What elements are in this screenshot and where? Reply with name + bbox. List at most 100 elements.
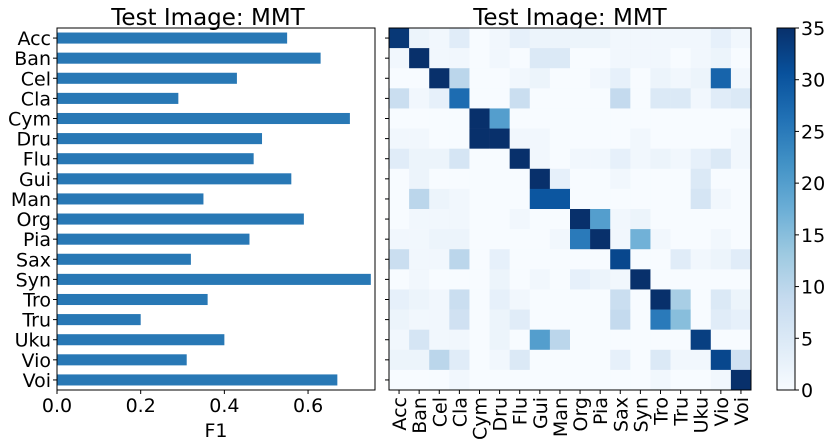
- heatmap-cell: [469, 108, 490, 129]
- heatmap-cell: [570, 108, 591, 129]
- heatmap-cell: [670, 68, 691, 89]
- heatmap-cell: [389, 349, 410, 371]
- heatmap-cell: [429, 108, 450, 129]
- heatmap-cell: [730, 289, 752, 310]
- bar-voi: [57, 374, 338, 386]
- heatmap-cell: [489, 329, 510, 351]
- heatmap-cell: [650, 168, 671, 190]
- colorbar-tick-label: 30: [801, 70, 825, 92]
- heatmap-cell: [570, 329, 591, 351]
- heatmap-cell: [469, 309, 490, 330]
- heatmap-cell: [429, 329, 450, 351]
- colorbar: 0 5 10 15 20 25 30 35: [776, 18, 825, 402]
- heatmap-cell: [509, 88, 531, 109]
- heatmap-cell: [590, 68, 611, 89]
- heatmap-cell: [529, 28, 551, 49]
- heatmap-cell: [509, 48, 531, 69]
- heatmap-cell: [610, 229, 631, 250]
- heatmap-cell: [529, 68, 551, 89]
- heatmap-cell: [389, 229, 410, 250]
- heatmap-cell: [449, 68, 470, 89]
- heatmap-cell: [409, 108, 430, 129]
- heatmap-cell: [429, 309, 450, 330]
- bar-cel: [57, 72, 237, 84]
- heatmap-cell: [570, 168, 591, 190]
- heatmap-cell: [489, 309, 510, 330]
- heatmap-cell: [730, 369, 752, 391]
- heatmap-cell: [409, 88, 430, 109]
- heatmap-cell: [409, 188, 430, 210]
- heatmap-cell: [630, 108, 651, 129]
- heatmap-cell: [590, 128, 611, 149]
- heatmap-x-tick-label: Cym: [470, 397, 492, 440]
- heatmap-cell: [529, 209, 551, 230]
- bar-ban: [57, 52, 321, 64]
- heatmap-cell: [670, 88, 691, 109]
- heatmap-cell: [570, 48, 591, 69]
- heatmap-cell: [730, 68, 752, 89]
- colorbar-tick-label: 5: [801, 328, 813, 350]
- heatmap-cell: [409, 128, 430, 149]
- heatmap-cell: [409, 28, 430, 49]
- heatmap-cell: [549, 329, 571, 351]
- heatmap-cell: [710, 269, 732, 290]
- heatmap-cell: [509, 329, 531, 351]
- heatmap-cell: [690, 209, 712, 230]
- bar-y-tick-label: Voi: [23, 370, 51, 392]
- heatmap-cell: [509, 249, 531, 270]
- heatmap-x-tick-label: Org: [570, 397, 592, 432]
- heatmap-cell: [549, 168, 571, 190]
- heatmap-cell: [630, 28, 651, 49]
- heatmap-cell: [549, 369, 571, 391]
- heatmap-cell: [670, 249, 691, 270]
- heatmap-cell: [690, 108, 712, 129]
- bar-sax: [57, 253, 191, 265]
- heatmap-cell: [730, 108, 752, 129]
- heatmap-cell: [690, 88, 712, 109]
- heatmap-cell: [409, 229, 430, 250]
- heatmap-cell: [509, 28, 531, 49]
- heatmap-cell: [389, 88, 410, 109]
- heatmap-cell: [570, 88, 591, 109]
- heatmap-cell: [690, 48, 712, 69]
- heatmap-cell: [570, 369, 591, 391]
- heatmap-cell: [590, 289, 611, 310]
- heatmap-cell: [710, 128, 732, 149]
- heatmap-cell: [449, 128, 470, 149]
- heatmap-cell: [529, 188, 551, 210]
- heatmap-cell: [389, 48, 410, 69]
- heatmap-x-tick-label: Tro: [651, 397, 673, 426]
- heatmap-cell: [690, 249, 712, 270]
- bar-y-tick-labels: AccBanCelClaCymDruFluGuiManOrgPiaSaxSynT…: [8, 28, 57, 392]
- heatmap-cell: [650, 289, 671, 310]
- bar-org: [57, 213, 304, 225]
- heatmap-cell: [650, 88, 671, 109]
- heatmap-cell: [730, 209, 752, 230]
- heatmap-cell: [469, 68, 490, 89]
- heatmap-cell: [429, 88, 450, 109]
- heatmap-cell: [549, 349, 571, 371]
- heatmap-cell: [409, 269, 430, 290]
- heatmap-cell: [469, 269, 490, 290]
- heatmap-title: Test Image: MMT: [472, 5, 667, 31]
- heatmap-cell: [690, 269, 712, 290]
- heatmap-cell: [429, 48, 450, 69]
- heatmap-cell: [710, 309, 732, 330]
- bar-chart-title: Test Image: MMT: [110, 5, 305, 31]
- heatmap-cell: [730, 168, 752, 190]
- heatmap-cell: [489, 168, 510, 190]
- heatmap-cell: [529, 168, 551, 190]
- heatmap-cell: [469, 229, 490, 250]
- heatmap-cell: [449, 329, 470, 351]
- heatmap-cell: [690, 68, 712, 89]
- heatmap-cell: [570, 68, 591, 89]
- heatmap-cell: [710, 148, 732, 170]
- heatmap-cell: [509, 209, 531, 230]
- heatmap-cell: [549, 229, 571, 250]
- heatmap-cell: [730, 249, 752, 270]
- heatmap-cell: [690, 28, 712, 49]
- heatmap-cell: [389, 128, 410, 149]
- heatmap-cell: [630, 249, 651, 270]
- heatmap-cell: [570, 309, 591, 330]
- heatmap-cell: [610, 148, 631, 170]
